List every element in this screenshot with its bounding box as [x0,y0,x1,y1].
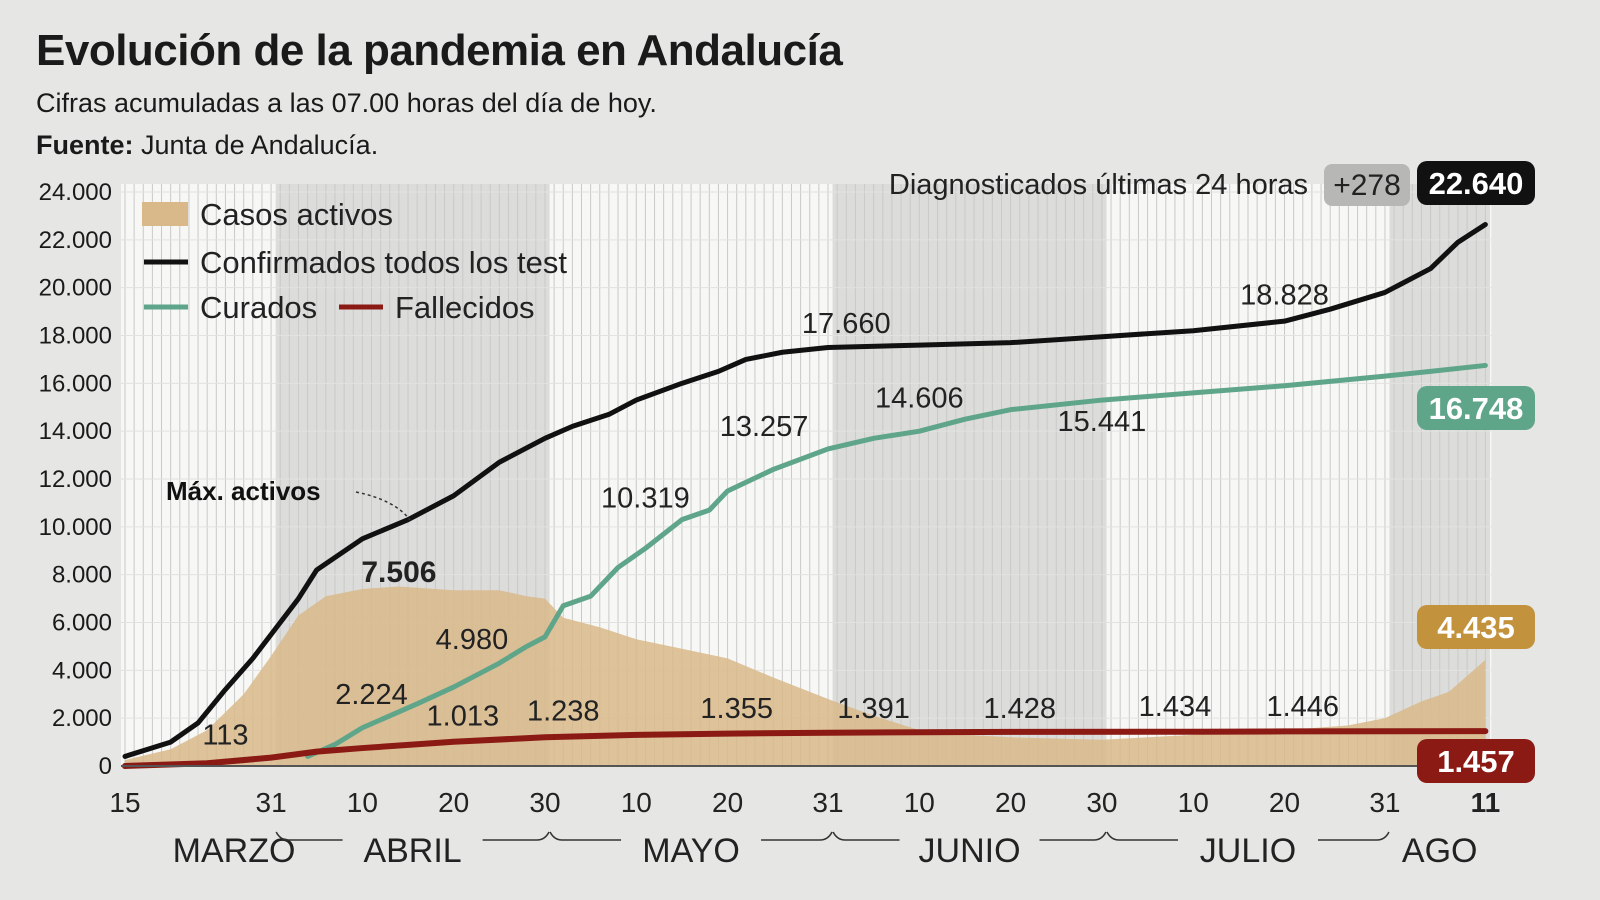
y-tick-label: 24.000 [39,179,112,206]
legend-label: Fallecidos [395,290,535,325]
last24-value: +278 [1333,169,1401,202]
data-label: 1.013 [427,700,500,732]
y-tick-label: 14.000 [39,418,112,445]
data-label: 18.828 [1240,279,1329,311]
y-tick-label: 18.000 [39,323,112,350]
end-value-badge [1417,739,1535,783]
data-label: 113 [202,719,248,751]
data-label: 1.391 [837,693,910,725]
data-label: 10.319 [601,483,690,515]
series-line-confirmados-todos-los-test [122,222,1488,759]
end-value-badge [1417,386,1535,430]
legend-label: Curados [200,290,317,325]
y-tick-label: 16.000 [39,370,112,397]
data-label: 2.224 [335,679,408,711]
x-tick-label: 10 [347,787,378,818]
y-tick-label: 6.000 [52,610,112,637]
y-tick-label: 4.000 [52,657,112,684]
x-tick-label: 30 [1086,787,1117,818]
x-tick-label: 31 [256,787,287,818]
end-value-label: 4.435 [1437,610,1515,645]
month-label-ago: AGO [1402,832,1478,870]
month-label-abril: ABRIL [363,832,461,870]
month-label-mayo: MAYO [642,832,740,870]
month-bracket [1106,831,1390,841]
data-label: 1.446 [1266,691,1339,723]
x-tick-label: 10 [621,787,652,818]
x-tick-label: 31 [1369,787,1400,818]
month-band-junio [832,184,1107,766]
x-tick-label: 20 [712,787,743,818]
series-line-curados [305,362,1488,759]
end-value-label: 16.748 [1429,391,1524,426]
y-tick-label: 22.000 [39,227,112,254]
data-label: 4.980 [436,624,509,656]
y-tick-label: 0 [99,753,112,780]
month-bracket [275,831,550,841]
end-value-label: 1.457 [1437,744,1515,779]
data-label: 13.257 [720,411,809,443]
end-value-badge [1417,605,1535,649]
data-label: 1.428 [983,693,1056,725]
y-tick-label: 8.000 [52,562,112,589]
chart-title: Evolución de la pandemia en Andalucía [36,26,843,75]
x-tick-label: 15 [109,787,140,818]
data-label: 15.441 [1058,406,1147,438]
data-label: 7.506 [361,556,436,589]
series-line-fallecidos [122,728,1489,769]
x-tick-label: 10 [1178,787,1209,818]
data-label: 1.355 [700,693,773,725]
data-label: 17.660 [802,308,891,340]
y-tick-label: 20.000 [39,275,112,302]
x-tick-label: 31 [812,787,843,818]
month-label-junio: JUNIO [919,832,1021,870]
month-bracket [832,831,1107,841]
data-label: 14.606 [875,382,964,414]
last24-badge [1324,164,1410,206]
legend-label: Casos activos [200,197,393,232]
data-label: 1.238 [527,696,600,728]
source-label: Fuente: [36,130,134,160]
chart-subtitle: Cifras acumuladas a las 07.00 horas del … [36,88,657,118]
y-tick-label: 12.000 [39,466,112,493]
data-label: 1.434 [1139,691,1212,723]
legend-swatch-casos-activos [142,202,188,226]
x-tick-label: 30 [529,787,560,818]
end-value-badge [1417,161,1535,205]
chart-source: Fuente: Junta de Andalucía. [36,130,378,161]
legend-label: Confirmados todos los test [200,245,567,280]
x-tick-label: 11 [1471,787,1501,818]
y-tick-label: 2.000 [52,705,112,732]
month-label-marzo: MARZO [173,832,296,870]
x-tick-label: 20 [438,787,469,818]
month-bracket [549,831,833,841]
x-tick-label: 20 [995,787,1026,818]
last24-label: Diagnosticados últimas 24 horas [889,169,1308,201]
max-activos-pointer [355,491,411,521]
source-value: Junta de Andalucía. [141,130,379,160]
max-activos-label: Máx. activos [166,476,321,506]
y-tick-label: 10.000 [39,514,112,541]
series-area-casos-activos [125,586,1486,766]
x-tick-label: 10 [904,787,935,818]
month-label-julio: JULIO [1200,832,1296,870]
end-value-label: 22.640 [1429,166,1524,201]
x-tick-label: 20 [1269,787,1300,818]
